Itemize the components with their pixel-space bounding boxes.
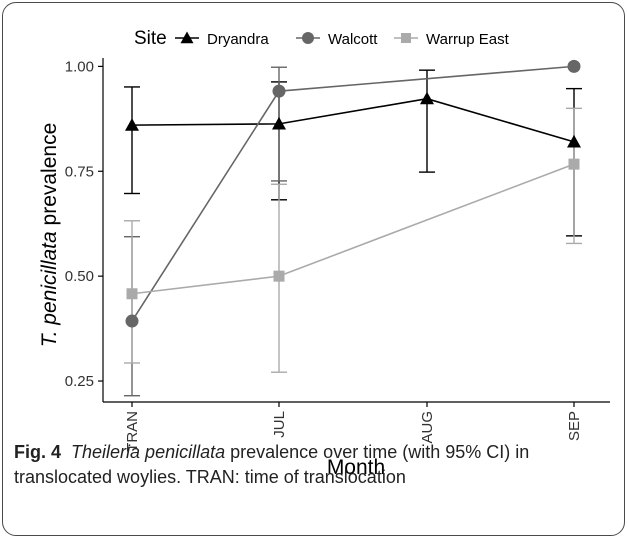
x-tick-label: AUG bbox=[419, 411, 436, 444]
caption-italic: Theileria penicillata bbox=[71, 442, 226, 462]
legend-label: Dryandra bbox=[207, 31, 269, 48]
legend-label: Warrup East bbox=[426, 31, 510, 48]
walcott-point bbox=[272, 84, 286, 98]
y-tick-label: 1.00 bbox=[65, 58, 94, 75]
warrup-east-point bbox=[273, 270, 285, 282]
x-axis-label: Month bbox=[327, 456, 385, 479]
legend-item-dryandra: Dryandra bbox=[175, 31, 269, 48]
dryandra-point bbox=[567, 134, 581, 148]
walcott-series-line bbox=[131, 65, 575, 322]
walcott-point bbox=[125, 314, 139, 328]
dryandra-series-line bbox=[131, 97, 575, 143]
y-tick-label: 0.75 bbox=[65, 163, 94, 180]
legend-label: Walcott bbox=[328, 31, 378, 48]
y-tick-label: 0.50 bbox=[65, 268, 94, 285]
dryandra-point bbox=[420, 91, 434, 105]
dryandra-point bbox=[125, 118, 139, 131]
x-tick-label: JUL bbox=[271, 411, 288, 438]
legend-item-warrup-east: Warrup East bbox=[394, 31, 510, 48]
dryandra-error-bar bbox=[419, 69, 435, 173]
warrup-east-point bbox=[568, 158, 580, 170]
legend-key-marker bbox=[401, 33, 411, 43]
walcott-point bbox=[567, 59, 581, 73]
warrup-east-series-line bbox=[131, 163, 575, 295]
legend-item-walcott: Walcott bbox=[296, 31, 378, 48]
caption-line1: prevalence over time (with 95% CI) in bbox=[225, 442, 530, 462]
y-axis-label-rest: prevalence bbox=[38, 123, 61, 232]
legend-key-marker bbox=[302, 32, 314, 44]
y-tick-label: 0.25 bbox=[65, 373, 94, 390]
legend: Site Dryandra Walcott Warrup East bbox=[134, 28, 510, 49]
y-axis-label-italic: T. penicillata bbox=[38, 231, 61, 347]
caption-label: Fig. 4 bbox=[14, 442, 62, 462]
dryandra-error-bar bbox=[124, 86, 140, 195]
dryandra-point bbox=[272, 116, 286, 130]
legend-title: Site bbox=[134, 28, 167, 49]
caption-line2: translocated woylies. TRAN: time of tran… bbox=[14, 467, 406, 487]
figure-frame bbox=[2, 2, 625, 536]
legend-key-marker bbox=[180, 31, 194, 44]
x-tick-label: SEP bbox=[566, 411, 583, 441]
figure-caption: Fig. 4 Theileria penicillata prevalence … bbox=[14, 440, 614, 490]
warrup-east-error-bar bbox=[566, 107, 582, 245]
x-tick-label: TRAN bbox=[124, 411, 141, 452]
y-axis-label: T. penicillata prevalence bbox=[38, 123, 61, 348]
warrup-east-point bbox=[126, 288, 138, 300]
